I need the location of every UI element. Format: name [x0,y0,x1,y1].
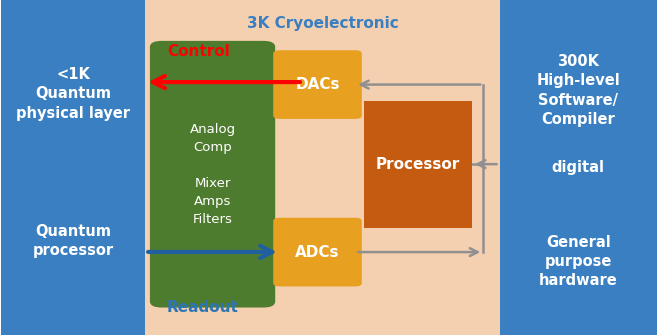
Text: DACs: DACs [295,77,340,92]
Text: Processor: Processor [376,157,460,172]
Text: Control: Control [167,45,230,59]
Text: 300K
High-level
Software/
Compiler: 300K High-level Software/ Compiler [536,54,620,127]
Text: Readout: Readout [167,300,239,315]
Bar [499,0,657,335]
FancyBboxPatch shape [273,218,362,286]
Text: General
purpose
hardware: General purpose hardware [539,234,618,288]
Text: ADCs: ADCs [295,245,340,260]
FancyBboxPatch shape [273,50,362,119]
FancyBboxPatch shape [150,41,275,308]
Text: digital: digital [552,160,605,175]
Text: Quantum
processor: Quantum processor [33,224,114,258]
Bar [364,100,472,228]
Bar [145,0,499,335]
Bar [1,0,145,335]
Text: 3K Cryoelectronic: 3K Cryoelectronic [246,16,398,31]
Text: <1K
Quantum
physical layer: <1K Quantum physical layer [16,67,130,121]
Text: Analog
Comp

Mixer
Amps
Filters: Analog Comp Mixer Amps Filters [189,123,236,226]
